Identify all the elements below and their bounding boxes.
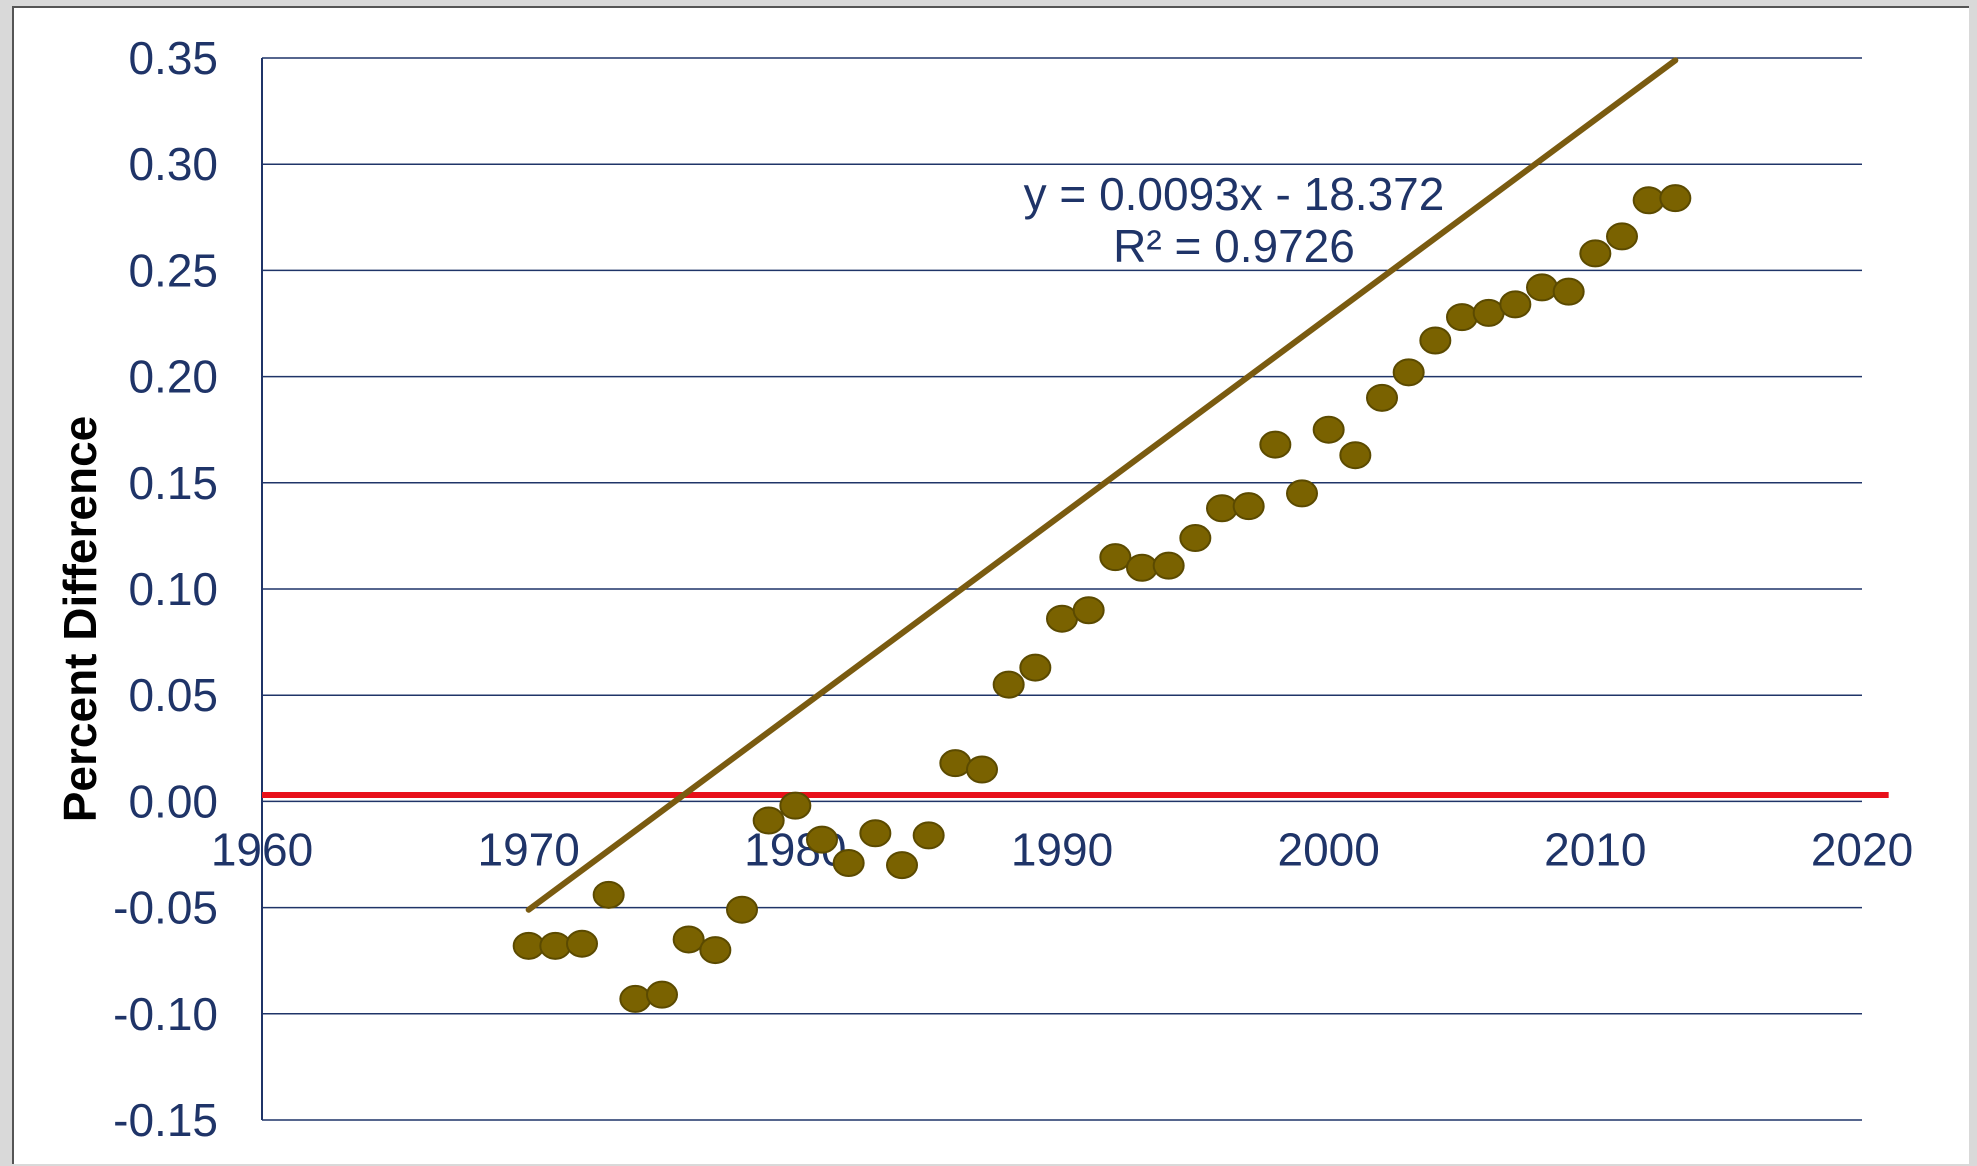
data-point [966,755,998,784]
data-point [566,929,598,958]
y-axis-label: Percent Difference [54,416,106,823]
data-point [1126,553,1158,582]
y-tick-label: 0.00 [128,775,218,827]
data-point [1046,604,1078,633]
data-point [1606,222,1638,251]
data-point [912,821,945,850]
data-point [1232,492,1265,521]
data-point [1499,290,1532,319]
chart-frame: 0.35 0.30 0.25 0.20 0.15 0.10 0.05 0.00 -0.05 -0.… [12,6,1969,1164]
data-point [1366,383,1398,412]
data-point [832,848,865,877]
y-tick-label: -0.10 [113,988,218,1040]
data-points [512,184,1692,1013]
data-point [1179,524,1212,553]
data-point [1579,239,1612,268]
grid-lines [262,57,1862,1121]
y-tick-label: 0.10 [128,563,218,615]
data-point [992,670,1025,699]
x-tick-labels: 1960 1970 1980 1990 2000 2010 2020 [211,823,1913,875]
data-point [1446,303,1478,332]
data-point [1152,551,1185,580]
data-point [1286,479,1318,508]
data-point [806,825,838,854]
data-point [859,819,892,848]
x-tick-label: 1990 [1011,823,1113,875]
data-point [886,851,918,880]
data-point [1472,298,1505,327]
x-tick-label: 1970 [477,823,579,875]
x-tick-label: 1960 [211,823,313,875]
data-point [752,806,785,835]
data-point [646,980,678,1009]
y-tick-label: -0.05 [113,882,218,934]
data-point [539,931,572,960]
data-point [1526,273,1558,302]
scatter-chart: 0.35 0.30 0.25 0.20 0.15 0.10 0.05 0.00 -0.05 -0.… [54,32,1913,1146]
y-tick-label: 0.30 [128,138,218,190]
data-point [1099,543,1132,572]
trend-line [525,57,1679,913]
data-point [672,925,705,954]
data-point [1632,186,1665,215]
data-point [939,749,972,778]
y-tick-labels: 0.35 0.30 0.25 0.20 0.15 0.10 0.05 0.00 -0.05 -0.… [113,32,218,1146]
y-tick-label: 0.25 [128,244,218,296]
trendline-equation: y = 0.0093x - 18.372 [1024,168,1445,220]
y-tick-label: 0.35 [128,32,218,84]
y-tick-label: 0.20 [128,351,218,403]
data-point [1419,326,1452,355]
data-point [1392,358,1425,387]
data-point [1206,494,1238,523]
data-point [699,936,732,965]
y-tick-label: 0.15 [128,457,218,509]
data-point [592,880,625,909]
x-tick-label: 2020 [1811,823,1913,875]
x-tick-label: 2000 [1277,823,1379,875]
data-point [1019,653,1052,682]
data-point [512,931,545,960]
data-point [619,984,652,1013]
data-point [726,895,758,924]
data-point [1072,596,1105,625]
data-point [1339,441,1372,470]
y-tick-label: -0.15 [113,1094,218,1146]
data-point [1259,430,1292,459]
data-point [1659,184,1692,213]
data-point [1312,415,1345,444]
trendline-r-squared: R² = 0.9726 [1113,220,1355,272]
x-tick-label: 2010 [1544,823,1646,875]
data-point [779,791,812,820]
y-tick-label: 0.05 [128,669,218,721]
data-point [1552,277,1585,306]
